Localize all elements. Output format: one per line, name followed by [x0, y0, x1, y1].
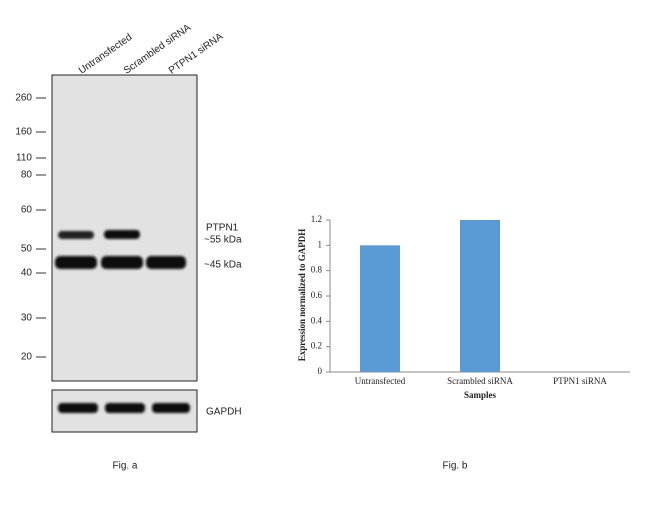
marker-label: 20 — [21, 352, 33, 363]
x-tick-label: PTPN1 siRNA — [553, 376, 607, 386]
band — [101, 256, 143, 269]
bands — [55, 230, 190, 413]
x-label: Samples — [464, 390, 497, 400]
marker-label: 160 — [15, 127, 32, 138]
band — [146, 256, 186, 269]
marker-label: 80 — [21, 170, 33, 181]
y-tick-label: 0.4 — [311, 315, 323, 325]
band — [58, 403, 98, 413]
band — [152, 403, 190, 413]
y-tick-label: 0.2 — [311, 341, 322, 351]
marker-label: 60 — [21, 205, 33, 216]
band — [104, 230, 140, 239]
x-tick-label: Untransfected — [355, 376, 406, 386]
y-tick-label: 1.2 — [311, 214, 322, 224]
band-label: PTPN1 — [206, 223, 239, 234]
band-label: ~55 kDa — [204, 235, 242, 246]
caption: Fig. b — [442, 461, 467, 472]
y-label: Expression normalized to GAPDH — [297, 229, 307, 362]
blot-panel — [51, 74, 198, 382]
marker-label: 260 — [15, 93, 32, 104]
y-tick-label: 1 — [318, 239, 323, 249]
bar — [360, 245, 400, 372]
marker-label: 40 — [21, 268, 33, 279]
band — [105, 403, 145, 413]
marker-label: 30 — [21, 313, 33, 324]
gapdh-label: GAPDH — [206, 407, 242, 418]
caption: Fig. a — [112, 461, 137, 472]
marker-label: 110 — [16, 153, 32, 164]
band — [55, 256, 97, 269]
bar — [460, 220, 500, 372]
y-tick-label: 0.6 — [311, 290, 323, 300]
y-tick-label: 0.8 — [311, 265, 323, 275]
band — [58, 231, 94, 239]
x-tick-label: Scrambled siRNA — [447, 376, 513, 386]
marker-label: 50 — [21, 244, 33, 255]
band-label: ~45 kDa — [204, 260, 242, 271]
y-tick-label: 0 — [318, 366, 323, 376]
